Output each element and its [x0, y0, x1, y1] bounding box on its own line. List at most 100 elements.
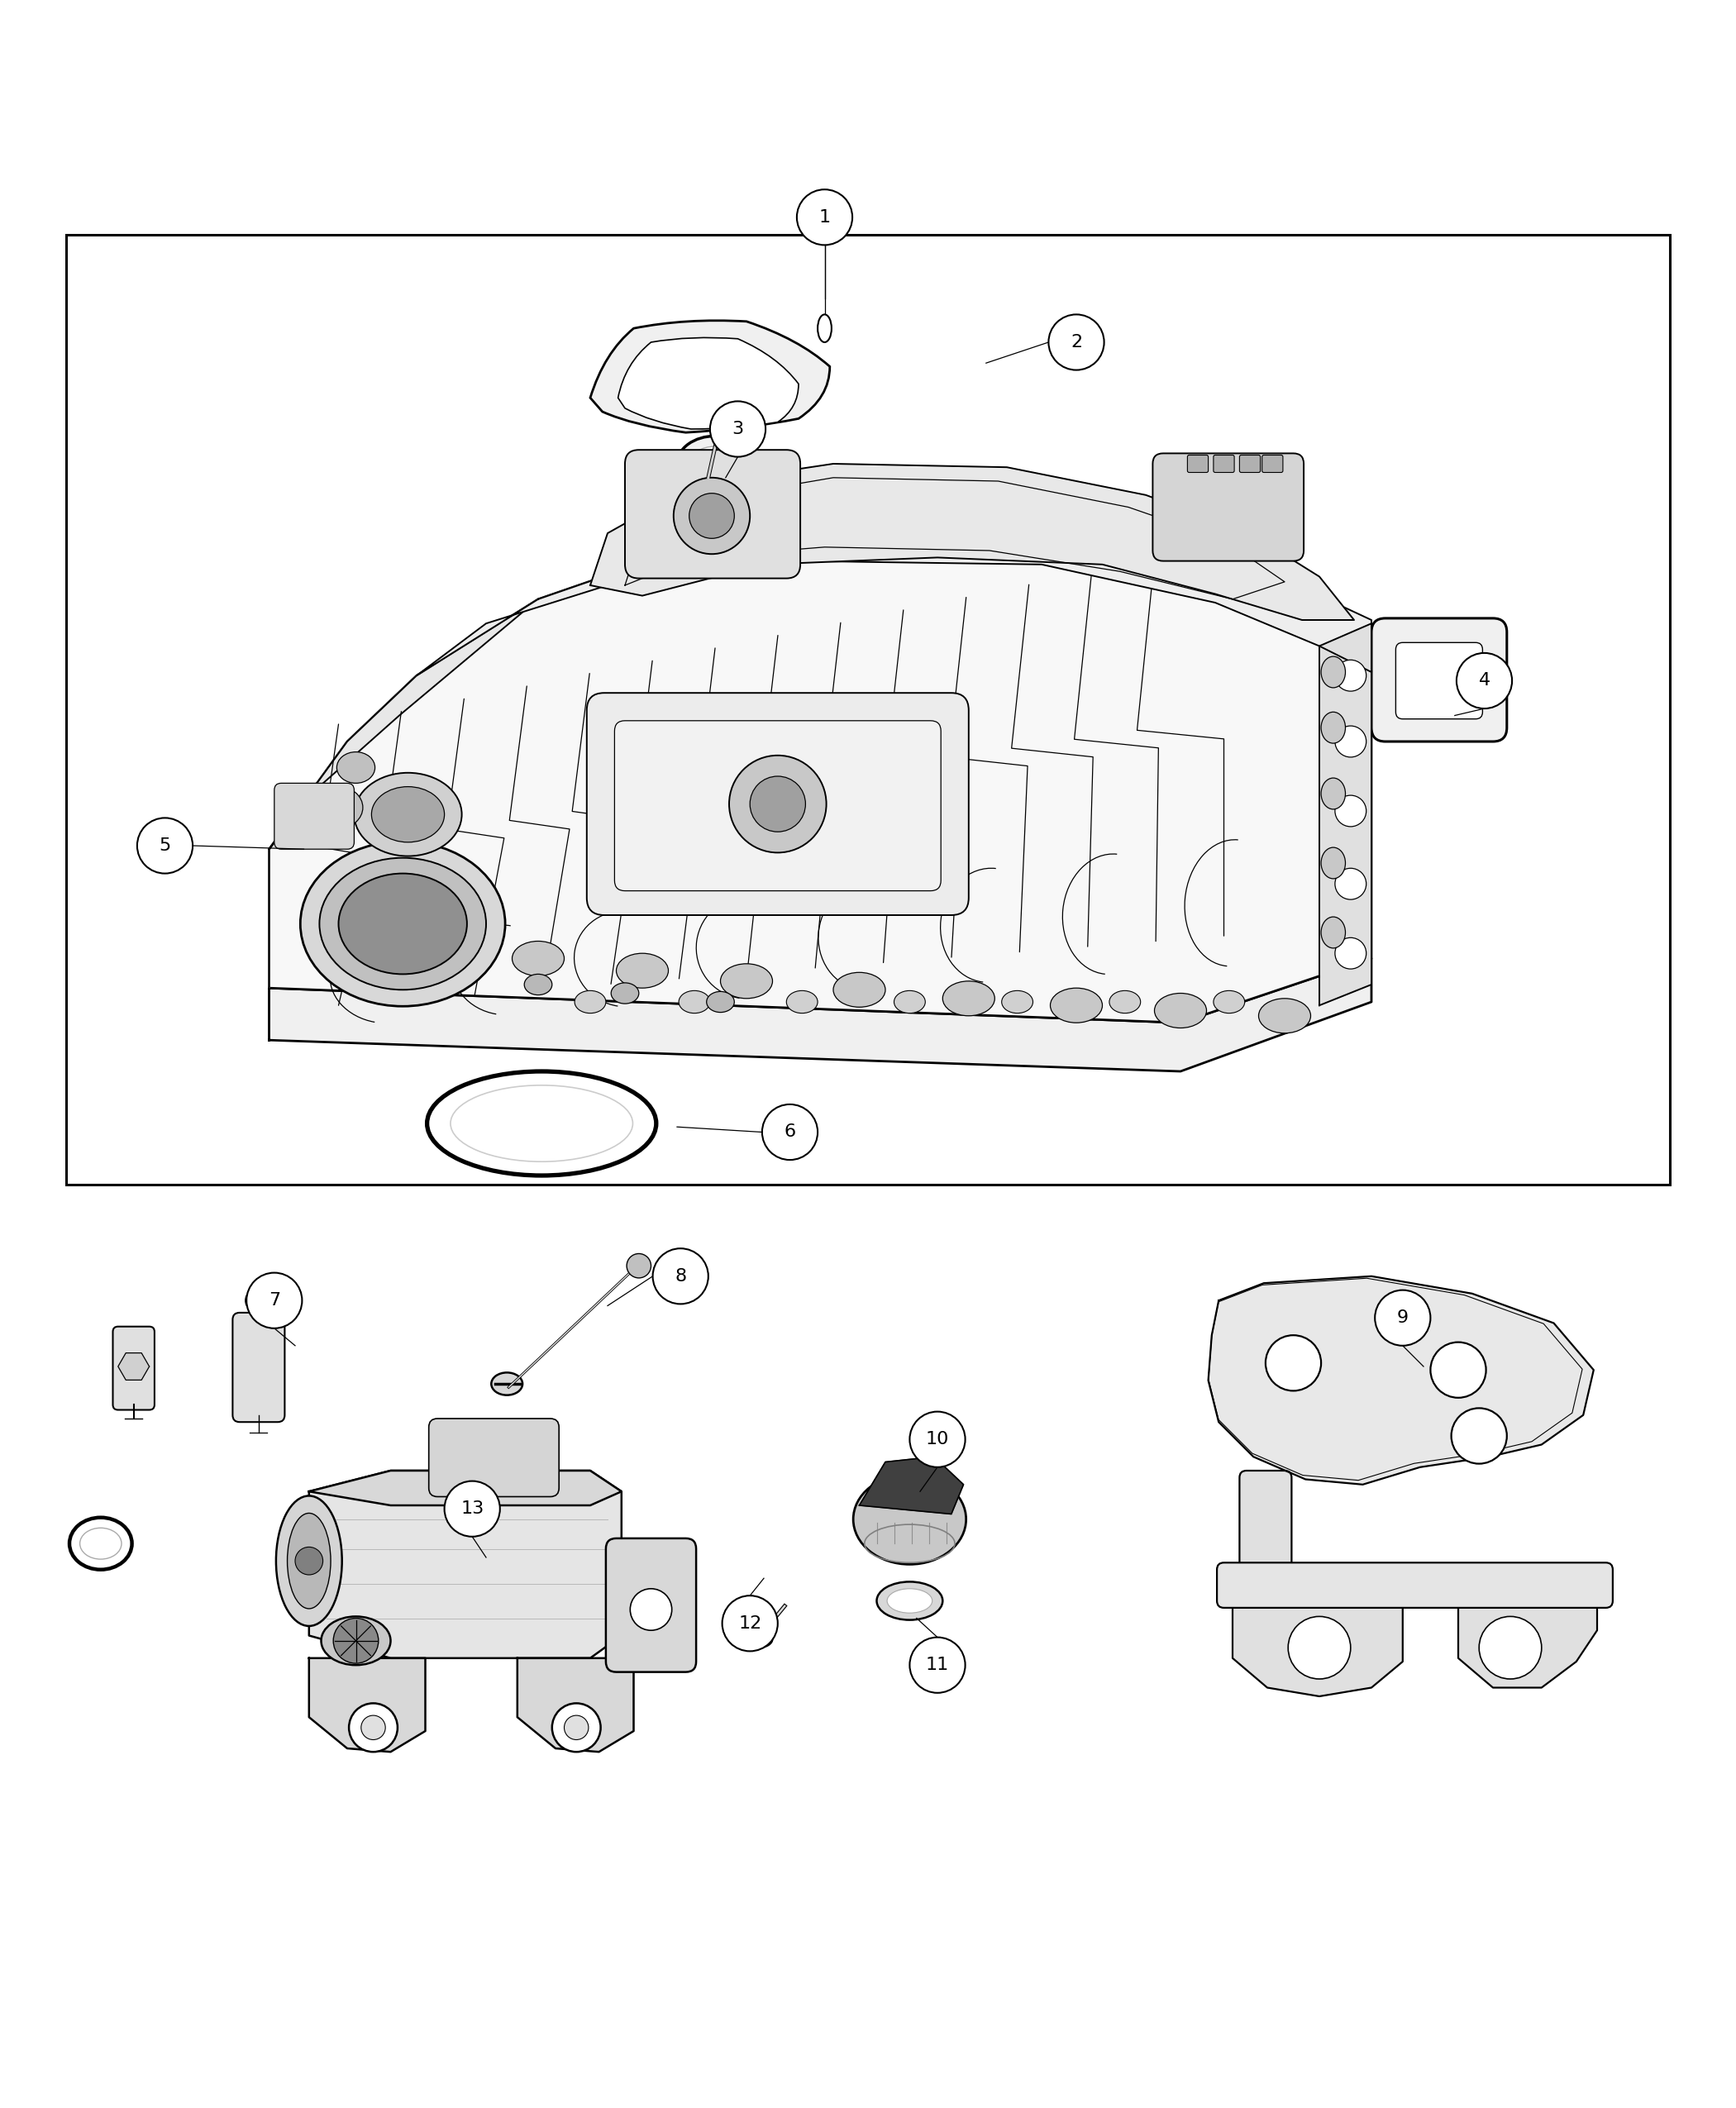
Polygon shape — [269, 599, 538, 989]
Ellipse shape — [1213, 991, 1245, 1014]
FancyBboxPatch shape — [1153, 453, 1304, 561]
Circle shape — [247, 1273, 302, 1328]
Ellipse shape — [247, 1288, 271, 1313]
Ellipse shape — [337, 753, 375, 784]
Ellipse shape — [524, 974, 552, 995]
Polygon shape — [590, 464, 1354, 620]
Ellipse shape — [677, 436, 753, 491]
Ellipse shape — [745, 1629, 773, 1648]
Ellipse shape — [491, 1372, 523, 1395]
Bar — [66, 234, 1670, 1185]
Circle shape — [1335, 660, 1366, 691]
FancyBboxPatch shape — [615, 721, 941, 892]
Ellipse shape — [319, 858, 486, 991]
Ellipse shape — [286, 1514, 330, 1608]
Ellipse shape — [1109, 991, 1141, 1014]
Text: 10: 10 — [925, 1431, 950, 1448]
Ellipse shape — [314, 786, 363, 828]
Ellipse shape — [616, 953, 668, 989]
Polygon shape — [1458, 1596, 1597, 1689]
FancyBboxPatch shape — [1371, 618, 1507, 742]
Circle shape — [1451, 1408, 1507, 1463]
FancyBboxPatch shape — [606, 1539, 696, 1672]
Circle shape — [361, 1716, 385, 1739]
Polygon shape — [517, 1659, 634, 1752]
Polygon shape — [859, 1457, 963, 1514]
Text: 4: 4 — [1479, 672, 1489, 689]
Ellipse shape — [1050, 989, 1102, 1022]
Ellipse shape — [833, 972, 885, 1008]
Ellipse shape — [786, 991, 818, 1014]
Ellipse shape — [512, 940, 564, 976]
Circle shape — [627, 1254, 651, 1277]
FancyBboxPatch shape — [625, 449, 800, 578]
Circle shape — [1479, 1617, 1542, 1678]
Circle shape — [653, 1248, 708, 1305]
Ellipse shape — [427, 1071, 656, 1176]
Ellipse shape — [372, 786, 444, 843]
Circle shape — [729, 755, 826, 852]
Polygon shape — [1319, 624, 1371, 1006]
Circle shape — [1335, 795, 1366, 826]
Ellipse shape — [854, 1473, 965, 1564]
Ellipse shape — [276, 1497, 342, 1625]
Circle shape — [750, 776, 806, 833]
Circle shape — [1375, 1290, 1430, 1345]
Ellipse shape — [877, 1581, 943, 1619]
Circle shape — [1049, 314, 1104, 371]
Ellipse shape — [1321, 713, 1345, 744]
Polygon shape — [417, 516, 1371, 675]
FancyBboxPatch shape — [587, 694, 969, 915]
FancyBboxPatch shape — [429, 1419, 559, 1497]
Ellipse shape — [1321, 656, 1345, 687]
Ellipse shape — [887, 1589, 932, 1613]
Circle shape — [710, 401, 766, 457]
Circle shape — [295, 1547, 323, 1575]
Polygon shape — [118, 1353, 149, 1381]
Circle shape — [910, 1412, 965, 1467]
Ellipse shape — [943, 980, 995, 1016]
Ellipse shape — [1321, 778, 1345, 809]
Circle shape — [564, 1716, 589, 1739]
Polygon shape — [269, 516, 1371, 1022]
Text: 7: 7 — [269, 1292, 279, 1309]
Polygon shape — [1208, 1275, 1594, 1484]
FancyBboxPatch shape — [274, 784, 354, 850]
Ellipse shape — [679, 991, 710, 1014]
Ellipse shape — [720, 963, 773, 999]
PathPatch shape — [590, 320, 830, 432]
Circle shape — [630, 1589, 672, 1629]
Ellipse shape — [321, 1617, 391, 1665]
Text: 9: 9 — [1397, 1309, 1408, 1326]
Ellipse shape — [1002, 991, 1033, 1014]
Circle shape — [722, 1596, 778, 1651]
Text: 2: 2 — [1071, 333, 1082, 350]
PathPatch shape — [618, 337, 799, 430]
FancyBboxPatch shape — [113, 1326, 155, 1410]
Circle shape — [1266, 1334, 1321, 1391]
Ellipse shape — [689, 447, 741, 481]
Ellipse shape — [1321, 847, 1345, 879]
Polygon shape — [1233, 1596, 1403, 1697]
Polygon shape — [309, 1471, 621, 1659]
FancyBboxPatch shape — [1396, 643, 1483, 719]
FancyBboxPatch shape — [1187, 455, 1208, 472]
Ellipse shape — [1154, 993, 1207, 1029]
Text: 5: 5 — [160, 837, 170, 854]
Circle shape — [674, 479, 750, 554]
Circle shape — [349, 1703, 398, 1752]
Ellipse shape — [339, 873, 467, 974]
FancyBboxPatch shape — [1217, 1562, 1613, 1608]
Circle shape — [444, 1482, 500, 1537]
Text: 11: 11 — [925, 1657, 950, 1674]
Circle shape — [552, 1703, 601, 1752]
Polygon shape — [309, 1471, 621, 1505]
FancyBboxPatch shape — [1262, 455, 1283, 472]
Ellipse shape — [451, 1086, 634, 1162]
FancyBboxPatch shape — [1240, 1471, 1292, 1602]
Ellipse shape — [707, 991, 734, 1012]
Ellipse shape — [80, 1528, 122, 1560]
Ellipse shape — [1259, 999, 1311, 1033]
Circle shape — [1430, 1343, 1486, 1398]
Circle shape — [1335, 725, 1366, 757]
